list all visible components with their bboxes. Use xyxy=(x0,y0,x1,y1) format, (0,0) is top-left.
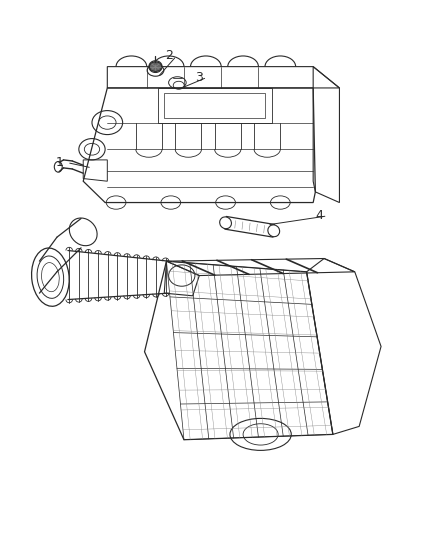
Text: 4: 4 xyxy=(316,209,324,222)
Ellipse shape xyxy=(149,62,162,71)
Text: 2: 2 xyxy=(165,50,173,62)
Text: 3: 3 xyxy=(195,71,203,84)
Text: 1: 1 xyxy=(55,156,63,169)
